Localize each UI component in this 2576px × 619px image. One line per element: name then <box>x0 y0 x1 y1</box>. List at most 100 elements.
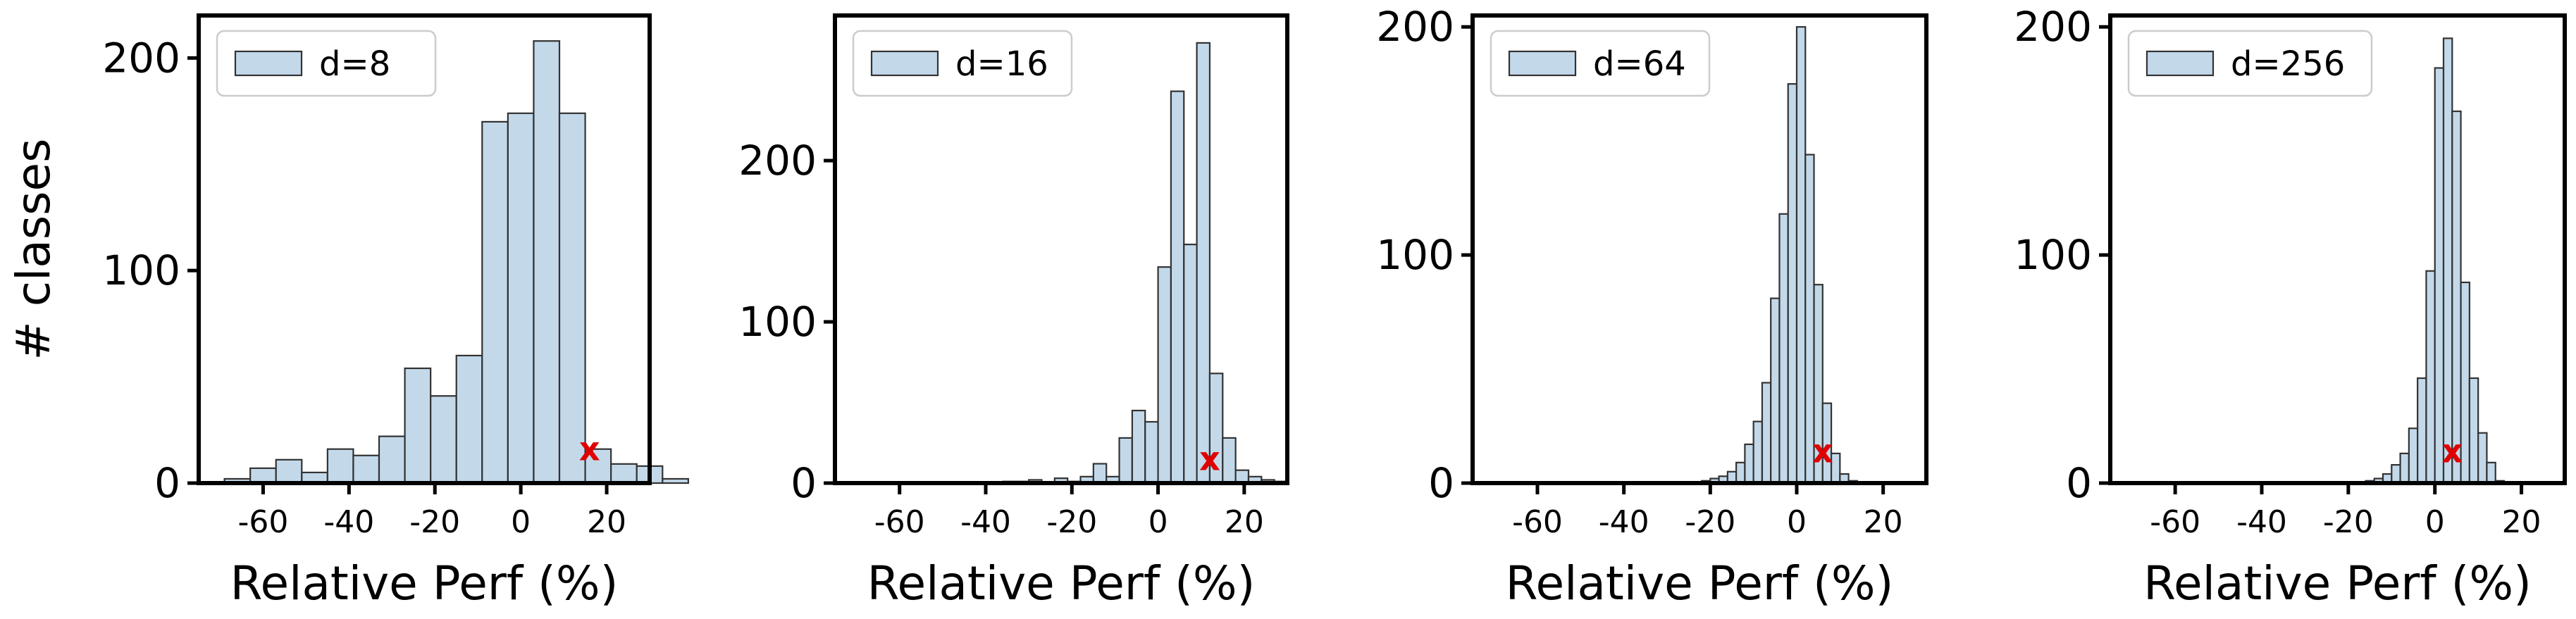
legend-box <box>2127 30 2373 97</box>
x-tick-label: -20 <box>409 504 460 540</box>
x-tick-label: -60 <box>874 504 925 540</box>
bar <box>1770 297 1781 484</box>
x-tick-label: 0 <box>1787 504 1807 540</box>
x-tick-label: 20 <box>1225 504 1264 540</box>
x-tick-label: -20 <box>1685 504 1735 540</box>
bar <box>2468 377 2479 484</box>
bar <box>1795 26 1807 484</box>
bar <box>326 448 354 484</box>
legend-box <box>1490 30 1711 97</box>
legend-swatch <box>1508 50 1577 77</box>
y-tick-label: 200 <box>2014 3 2092 51</box>
x-tick-label: -20 <box>2323 504 2374 540</box>
bar <box>1183 244 1198 484</box>
bar <box>1118 437 1133 484</box>
marker-x: x <box>579 430 600 468</box>
bar <box>1092 463 1108 484</box>
bar <box>275 458 303 484</box>
bar <box>610 463 638 484</box>
y-tick-label: 200 <box>738 137 817 185</box>
y-tick-label: 0 <box>791 459 817 507</box>
bar <box>533 40 561 484</box>
y-tick-label: 0 <box>1428 459 1454 507</box>
bar <box>1735 461 1746 484</box>
x-tick-label: -40 <box>1599 504 1649 540</box>
legend-box <box>852 30 1073 97</box>
x-tick-label: -40 <box>2236 504 2287 540</box>
legend-swatch <box>234 50 303 77</box>
x-tick-label: -60 <box>237 504 288 540</box>
axes-frame <box>2108 13 2567 485</box>
x-axis-label: Relative Perf (%) <box>867 556 1256 611</box>
bar <box>404 367 432 484</box>
y-tick-label: 100 <box>102 246 180 294</box>
x-tick-label: -40 <box>323 504 374 540</box>
x-axis-label: Relative Perf (%) <box>2143 556 2532 611</box>
x-tick-label: 0 <box>1148 504 1168 540</box>
bar <box>1196 42 1211 484</box>
y-tick-label: 200 <box>1376 3 1454 51</box>
marker-x: x <box>1812 432 1833 470</box>
bar <box>430 395 457 484</box>
x-tick-label: -20 <box>1046 504 1097 540</box>
bar <box>2451 110 2462 484</box>
bar <box>1222 437 1237 484</box>
y-tick-label: 0 <box>154 459 180 507</box>
bar <box>2477 432 2488 484</box>
bar <box>2391 463 2401 484</box>
legend-label: d=256 <box>2231 44 2345 84</box>
x-axis-label: Relative Perf (%) <box>230 556 619 611</box>
bar <box>249 467 277 484</box>
x-axis-label: Relative Perf (%) <box>1506 556 1894 611</box>
bar <box>558 112 586 484</box>
y-tick-label: 100 <box>1376 231 1454 279</box>
bar <box>2442 37 2453 484</box>
x-tick-label: 20 <box>587 504 626 540</box>
bar <box>378 435 406 484</box>
bar <box>1752 420 1764 484</box>
bar <box>662 477 689 484</box>
bar <box>1744 443 1754 484</box>
bar <box>1761 382 1772 484</box>
bar <box>352 454 380 484</box>
legend-box <box>216 30 437 97</box>
legend-label: d=16 <box>955 44 1048 84</box>
axes-frame <box>833 13 1289 485</box>
legend-label: d=8 <box>319 44 390 84</box>
x-tick-label: 20 <box>1864 504 1903 540</box>
x-tick-label: -60 <box>1512 504 1563 540</box>
y-axis-label: # classes <box>6 138 61 360</box>
marker-x: x <box>1199 440 1220 478</box>
marker-x: x <box>2441 432 2463 470</box>
bar <box>507 112 535 484</box>
bar <box>481 120 509 484</box>
bar <box>1157 266 1172 484</box>
bar <box>1787 83 1798 484</box>
legend-swatch <box>870 50 939 77</box>
bar <box>2408 427 2419 484</box>
y-tick-label: 100 <box>738 298 817 346</box>
bar <box>2434 67 2445 484</box>
x-tick-label: -40 <box>960 504 1011 540</box>
bar <box>2486 461 2496 484</box>
y-tick-label: 100 <box>2014 231 2092 279</box>
axes-frame <box>197 13 652 485</box>
y-tick-label: 200 <box>102 34 180 82</box>
x-tick-label: 0 <box>2425 504 2445 540</box>
legend-swatch <box>2145 50 2215 77</box>
bar <box>2425 270 2436 484</box>
y-tick-label: 0 <box>2066 459 2092 507</box>
bar <box>2399 452 2410 484</box>
bar <box>2417 377 2427 484</box>
bar <box>455 354 483 484</box>
x-tick-label: -60 <box>2150 504 2200 540</box>
bar <box>1144 420 1159 484</box>
legend-label: d=64 <box>1593 44 1686 84</box>
axes-frame <box>1470 13 1928 485</box>
